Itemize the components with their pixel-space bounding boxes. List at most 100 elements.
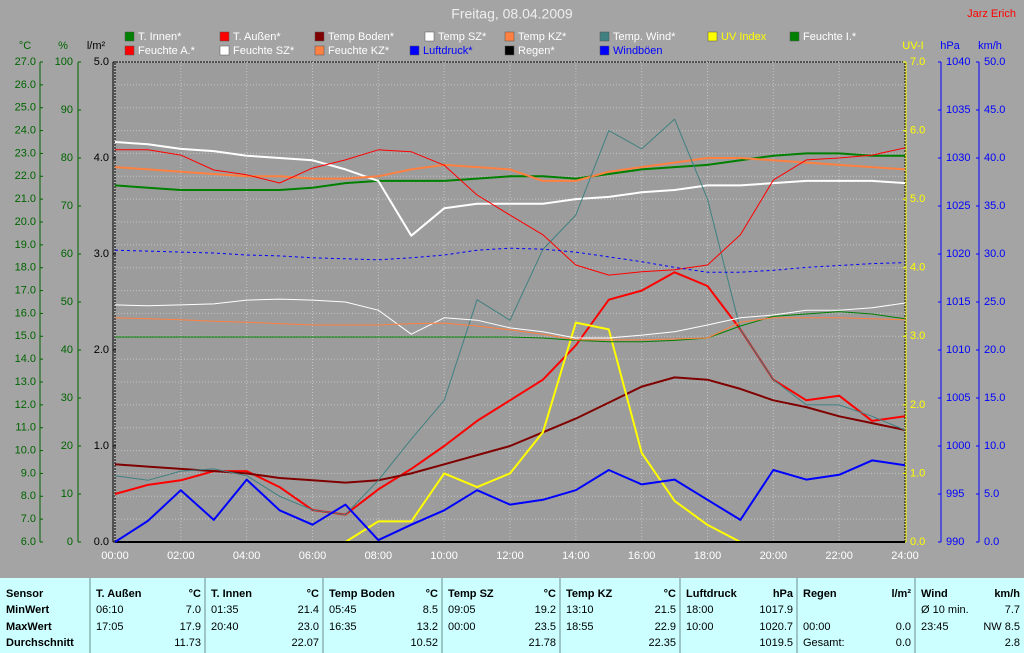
table-cell-value: 0.0 bbox=[896, 621, 911, 633]
legend-marker bbox=[424, 31, 435, 42]
y-tick-label: 20.0 bbox=[15, 216, 36, 228]
table-cell-time: 06:10 bbox=[96, 604, 124, 616]
y-tick-label: 6.0 bbox=[910, 124, 925, 136]
table-cell-value: 22.07 bbox=[291, 637, 319, 649]
legend-marker bbox=[789, 31, 800, 42]
y-tick-label: 10.0 bbox=[15, 444, 36, 456]
legend-marker bbox=[409, 45, 420, 56]
y-tick-label: 1020 bbox=[946, 248, 970, 260]
series-line bbox=[114, 376, 906, 484]
table-cell-value: 1020.7 bbox=[759, 621, 793, 633]
series-line bbox=[114, 298, 906, 339]
legend-label: Windböen bbox=[613, 45, 663, 57]
y-tick-label: 2.0 bbox=[94, 344, 109, 356]
y-tick-label: 35.0 bbox=[984, 200, 1005, 212]
y-tick-label: 10.0 bbox=[984, 440, 1005, 452]
legend-marker bbox=[314, 45, 325, 56]
table-cell-value: 2.8 bbox=[1005, 637, 1020, 649]
y-tick-label: 0 bbox=[67, 536, 73, 548]
y-tick-label: 50.0 bbox=[984, 56, 1005, 68]
y-tick-label: 5.0 bbox=[984, 488, 999, 500]
table-cell-value: 17.9 bbox=[180, 621, 201, 633]
axis-label: km/h bbox=[978, 40, 1002, 52]
y-tick-label: 1025 bbox=[946, 200, 970, 212]
y-tick-label: 45.0 bbox=[984, 104, 1005, 116]
y-tick-label: 80 bbox=[61, 152, 73, 164]
y-tick-label: 7.0 bbox=[910, 56, 925, 68]
legend-marker bbox=[707, 31, 718, 42]
table-header: Temp Boden bbox=[329, 588, 395, 600]
table-cell-value: 21.78 bbox=[528, 637, 556, 649]
table-cell-value: 1019.5 bbox=[759, 637, 793, 649]
y-tick-label: 20.0 bbox=[984, 344, 1005, 356]
series-line bbox=[115, 147, 906, 276]
y-tick-label: 2.0 bbox=[910, 399, 925, 411]
table-header: T. Innen bbox=[211, 588, 252, 600]
row-label: Durchschnitt bbox=[6, 637, 74, 649]
table-cell-time: 23:45 bbox=[921, 621, 949, 633]
x-tick-label: 14:00 bbox=[562, 550, 590, 562]
y-tick-label: 13.0 bbox=[15, 376, 36, 388]
y-tick-label: 5.0 bbox=[94, 56, 109, 68]
y-tick-label: 40 bbox=[61, 344, 73, 356]
table-cell-value: NW 8.5 bbox=[983, 621, 1020, 633]
y-tick-label: 40.0 bbox=[984, 152, 1005, 164]
table-cell-value: 21.4 bbox=[298, 604, 319, 616]
y-tick-label: 10 bbox=[61, 488, 73, 500]
table-cell-time: Gesamt: bbox=[803, 637, 845, 649]
x-tick-label: 08:00 bbox=[365, 550, 393, 562]
table-header: Luftdruck bbox=[686, 588, 738, 600]
table-header: Temp KZ bbox=[566, 588, 613, 600]
y-tick-label: 20 bbox=[61, 440, 73, 452]
y-tick-label: 50 bbox=[61, 296, 73, 308]
table-cell-value: 7.7 bbox=[1005, 604, 1020, 616]
legend-label: Feuchte A.* bbox=[138, 45, 196, 57]
series-line bbox=[115, 311, 906, 343]
y-tick-label: 18.0 bbox=[15, 262, 36, 274]
y-tick-label: 25.0 bbox=[15, 102, 36, 114]
x-tick-label: 10:00 bbox=[430, 550, 458, 562]
table-cell-time: 09:05 bbox=[448, 604, 476, 616]
y-tick-label: 1005 bbox=[946, 392, 970, 404]
x-tick-label: 04:00 bbox=[233, 550, 261, 562]
axis-label: % bbox=[58, 40, 68, 52]
table-cell-time: 18:00 bbox=[686, 604, 714, 616]
legend-marker bbox=[124, 45, 135, 56]
table-header: T. Außen bbox=[96, 588, 142, 600]
series-line bbox=[114, 247, 906, 273]
x-tick-label: 06:00 bbox=[299, 550, 327, 562]
table-cell-time: 17:05 bbox=[96, 621, 124, 633]
row-label: MinWert bbox=[6, 604, 50, 616]
y-tick-label: 15.0 bbox=[15, 330, 36, 342]
axis-label: °C bbox=[19, 40, 31, 52]
legend-marker bbox=[599, 31, 610, 42]
legend-label: UV Index bbox=[721, 31, 767, 43]
axis-label: UV-I bbox=[902, 40, 923, 52]
legend-marker bbox=[219, 31, 230, 42]
legend-label: Temp SZ* bbox=[438, 31, 487, 43]
y-tick-label: 1.0 bbox=[94, 440, 109, 452]
y-tick-label: 19.0 bbox=[15, 239, 36, 251]
axis-label: hPa bbox=[940, 40, 960, 52]
row-label: MaxWert bbox=[6, 621, 52, 633]
y-tick-label: 1040 bbox=[946, 56, 970, 68]
table-cell-value: 11.73 bbox=[174, 637, 201, 649]
legend-marker bbox=[599, 45, 610, 56]
y-tick-label: 70 bbox=[61, 200, 73, 212]
table-cell-value: 7.0 bbox=[186, 604, 201, 616]
y-tick-label: 4.0 bbox=[910, 262, 925, 274]
y-tick-label: 17.0 bbox=[15, 284, 36, 296]
x-tick-label: 20:00 bbox=[760, 550, 788, 562]
table-header: Sensor bbox=[6, 588, 44, 600]
table-cell-time: 18:55 bbox=[566, 621, 594, 633]
legend-label: Temp KZ* bbox=[518, 31, 567, 43]
table-cell-value: 22.35 bbox=[648, 637, 676, 649]
y-tick-label: 1030 bbox=[946, 152, 970, 164]
legend-label: T. Innen* bbox=[138, 31, 182, 43]
table-cell-time: 01:35 bbox=[211, 604, 239, 616]
y-tick-label: 0.0 bbox=[910, 536, 925, 548]
y-tick-label: 1000 bbox=[946, 440, 970, 452]
table-cell-value: 1017.9 bbox=[759, 604, 793, 616]
legend-label: Luftdruck* bbox=[423, 45, 473, 57]
